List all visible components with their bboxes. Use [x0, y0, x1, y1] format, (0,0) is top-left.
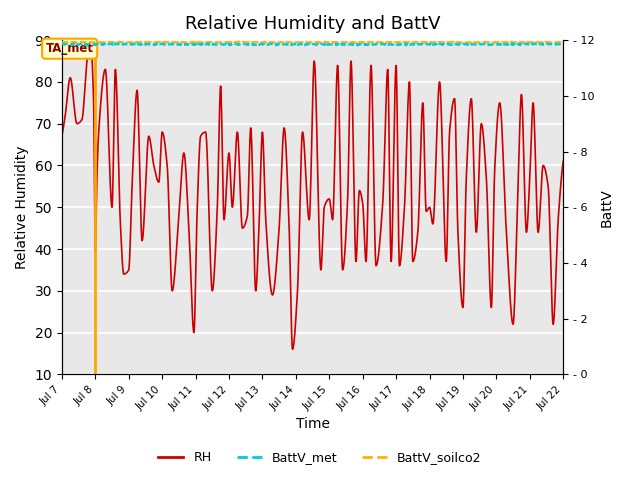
X-axis label: Time: Time [296, 417, 330, 432]
Text: TA_met: TA_met [45, 42, 93, 55]
Legend: RH, BattV_met, BattV_soilco2: RH, BattV_met, BattV_soilco2 [154, 446, 486, 469]
Y-axis label: Relative Humidity: Relative Humidity [15, 145, 29, 269]
Y-axis label: BattV: BattV [600, 188, 614, 227]
Title: Relative Humidity and BattV: Relative Humidity and BattV [185, 15, 440, 33]
